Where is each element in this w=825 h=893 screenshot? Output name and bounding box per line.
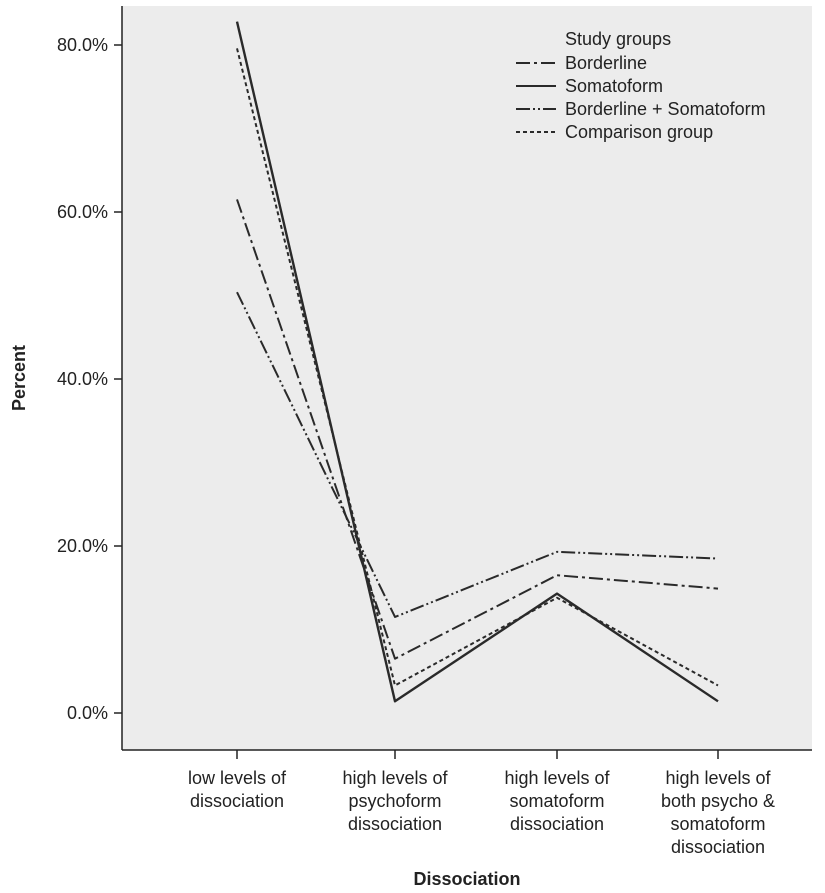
x-tick-label-line: psychoform [348, 791, 441, 811]
x-tick-label: high levels of both psycho & somatoform dis… [661, 768, 775, 857]
y-tick-label: 80.0% [57, 35, 108, 55]
x-axis-title: Dissociation [413, 869, 520, 889]
x-tick-label-line: dissociation [190, 791, 284, 811]
legend-entry: Borderline [565, 53, 647, 73]
y-tick-label: 60.0% [57, 202, 108, 222]
x-tick-label-line: high levels of [342, 768, 448, 788]
x-tick-label: low levels of dissociation [188, 768, 287, 811]
series-line-comparison-group [236, 48, 719, 687]
series-line-borderline-somatoform [236, 291, 719, 618]
plot-area [122, 6, 812, 750]
x-tick-label-line: dissociation [510, 814, 604, 834]
y-axis-title: Percent [9, 345, 29, 411]
legend-title: Study groups [565, 29, 671, 49]
x-tick-label-line: high levels of [504, 768, 610, 788]
y-tick-label: 40.0% [57, 369, 108, 389]
x-tick-label-line: somatoform [670, 814, 765, 834]
x-tick-label-line: dissociation [348, 814, 442, 834]
series-line-borderline [236, 199, 719, 660]
legend-entry: Somatoform [565, 76, 663, 96]
x-tick-label-line: both psycho & [661, 791, 775, 811]
x-tick-label-line: high levels of [665, 768, 771, 788]
x-tick-label-line: dissociation [671, 837, 765, 857]
legend: Study groups Borderline Somatoform Borderli… [516, 29, 766, 142]
series-lines [235, 21, 719, 703]
legend-entry: Borderline + Somatoform [565, 99, 766, 119]
y-tick-label: 0.0% [67, 703, 108, 723]
x-tick-label-line: somatoform [509, 791, 604, 811]
y-tick-label: 20.0% [57, 536, 108, 556]
legend-entry: Comparison group [565, 122, 713, 142]
x-tick-label-line: low levels of [188, 768, 287, 788]
x-tick-label: high levels of somatoform dissociation [504, 768, 610, 834]
y-ticks: 0.0% 20.0% 40.0% 60.0% 80.0% [57, 35, 122, 723]
series-line-somatoform [235, 21, 719, 703]
x-tick-label: high levels of psychoform dissociation [342, 768, 448, 834]
x-ticks: low levels of dissociation high levels of p… [188, 750, 775, 857]
